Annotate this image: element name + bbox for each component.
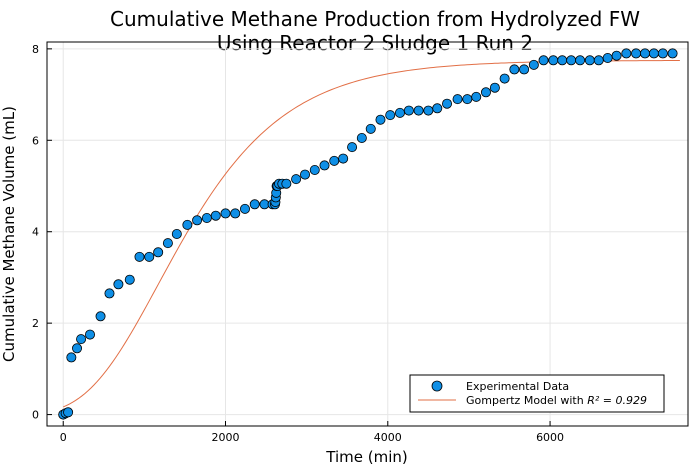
- data-point: [356, 132, 367, 143]
- y-axis-label: Cumulative Methane Volume (mL): [0, 106, 18, 362]
- data-point: [239, 203, 250, 214]
- data-point: [104, 288, 115, 299]
- data-point: [548, 55, 559, 66]
- data-point: [584, 55, 595, 66]
- data-point: [329, 155, 340, 166]
- x-tick-label: 0: [60, 431, 67, 444]
- legend-label-model: Gompertz Model with R² = 0.929: [466, 394, 647, 407]
- y-tick-label: 2: [32, 317, 39, 330]
- data-point: [230, 208, 241, 219]
- legend-box: [409, 374, 665, 413]
- data-point: [602, 53, 613, 64]
- data-point: [281, 178, 292, 189]
- data-point: [640, 48, 651, 59]
- data-point: [85, 329, 96, 340]
- data-point: [480, 87, 491, 98]
- legend: Experimental Data Gompertz Model with R²…: [409, 374, 665, 413]
- legend-label-model-r2: R² = 0.929: [587, 394, 647, 407]
- data-point: [566, 55, 577, 66]
- y-tick-label: 8: [32, 43, 39, 56]
- legend-label-model-text: Gompertz Model with: [466, 394, 584, 407]
- data-point: [153, 247, 164, 258]
- data-point: [72, 343, 83, 354]
- data-point: [499, 73, 510, 84]
- data-point: [201, 212, 212, 223]
- data-point: [657, 48, 668, 59]
- data-point: [519, 64, 530, 75]
- data-point: [113, 279, 124, 290]
- data-point: [648, 48, 659, 59]
- data-point: [667, 48, 678, 59]
- data-point: [192, 215, 203, 226]
- data-point: [452, 94, 463, 105]
- data-point: [338, 153, 349, 164]
- chart-title-line2: Using Reactor 2 Sludge 1 Run 2: [217, 31, 533, 55]
- data-point: [144, 251, 155, 262]
- x-tick-label: 2000: [212, 431, 240, 444]
- data-point: [403, 105, 414, 116]
- data-point: [557, 55, 568, 66]
- data-point: [171, 228, 182, 239]
- data-point: [124, 274, 135, 285]
- data-point: [319, 160, 330, 171]
- data-point: [375, 114, 386, 125]
- data-point: [432, 103, 443, 114]
- data-point: [385, 110, 396, 121]
- legend-label-experimental: Experimental Data: [466, 380, 569, 393]
- data-point: [220, 208, 231, 219]
- x-tick-label: 6000: [536, 431, 564, 444]
- data-point: [347, 142, 358, 153]
- data-point: [611, 50, 622, 61]
- data-point: [95, 311, 106, 322]
- data-point: [66, 352, 77, 363]
- data-point: [442, 98, 453, 109]
- data-point: [249, 199, 260, 210]
- y-tick-label: 6: [32, 134, 39, 147]
- data-point: [210, 210, 221, 221]
- data-point: [593, 55, 604, 66]
- data-point: [291, 174, 302, 185]
- model-line-layer: [63, 60, 680, 408]
- data-point: [394, 107, 405, 118]
- chart-title-line1: Cumulative Methane Production from Hydro…: [110, 7, 640, 31]
- data-point: [471, 91, 482, 102]
- x-axis-label: Time (min): [325, 448, 407, 466]
- data-point: [509, 64, 520, 75]
- y-tick-label: 4: [32, 226, 39, 239]
- data-point: [538, 55, 549, 66]
- data-point: [365, 123, 376, 134]
- tick-labels: 0 2000 4000 6000 0 2 4 6 8: [32, 43, 564, 444]
- legend-marker-experimental: [431, 380, 443, 392]
- data-point: [528, 59, 539, 70]
- data-point: [162, 238, 173, 249]
- data-point: [309, 164, 320, 175]
- plot-frame: [46, 41, 689, 427]
- data-point: [134, 251, 145, 262]
- scatter-points: [58, 48, 678, 420]
- x-tick-label: 4000: [374, 431, 402, 444]
- data-point: [489, 82, 500, 93]
- y-tick-label: 0: [32, 409, 39, 422]
- data-point: [413, 105, 424, 116]
- data-point: [621, 48, 632, 59]
- data-point: [76, 334, 87, 345]
- data-point: [575, 55, 586, 66]
- data-point: [300, 169, 311, 180]
- data-point: [631, 48, 642, 59]
- data-point: [423, 105, 434, 116]
- gompertz-model-line: [63, 60, 680, 408]
- data-point: [462, 94, 473, 105]
- grid-lines: [47, 42, 688, 426]
- data-point: [63, 407, 74, 418]
- data-point: [182, 219, 193, 230]
